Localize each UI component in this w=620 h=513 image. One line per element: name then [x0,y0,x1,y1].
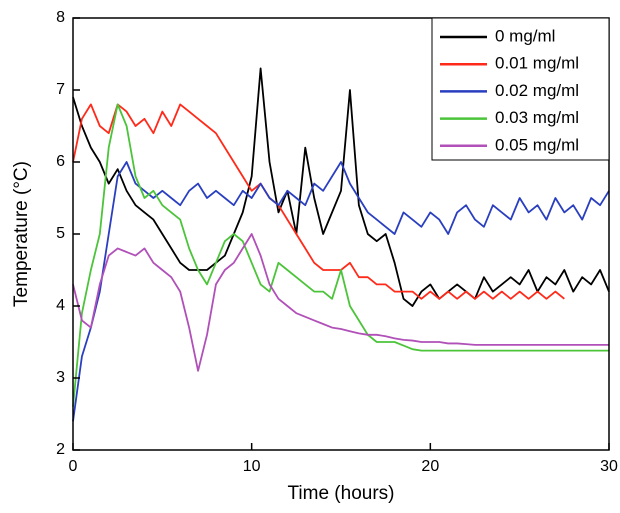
y-tick-label: 6 [56,153,65,170]
x-tick-label: 0 [69,458,78,475]
x-tick-label: 30 [600,458,618,475]
legend-label: 0 mg/ml [495,26,555,45]
series-line [72,103,565,300]
x-tick-label: 10 [243,458,261,475]
series-line [72,67,610,307]
plot-lines [72,67,610,422]
y-tick-label: 2 [56,441,65,458]
series-line [72,161,610,422]
y-axis-title: Temperature (°C) [11,161,32,307]
legend-box [431,17,610,161]
y-tick-label: 4 [56,297,65,314]
legend-label: 0.03 mg/ml [495,108,579,127]
legend-label: 0.02 mg/ml [495,81,579,100]
x-tick-label: 20 [421,458,439,475]
y-tick-label: 3 [56,369,65,386]
y-tick-label: 7 [56,81,65,98]
series-line [72,233,609,372]
legend-label: 0.01 mg/ml [495,54,579,73]
legend-label: 0.05 mg/ml [495,135,579,154]
x-axis-title: Time (hours) [288,483,395,504]
y-tick-label: 8 [56,9,65,26]
series-line [72,103,609,407]
y-tick-label: 5 [56,225,65,242]
